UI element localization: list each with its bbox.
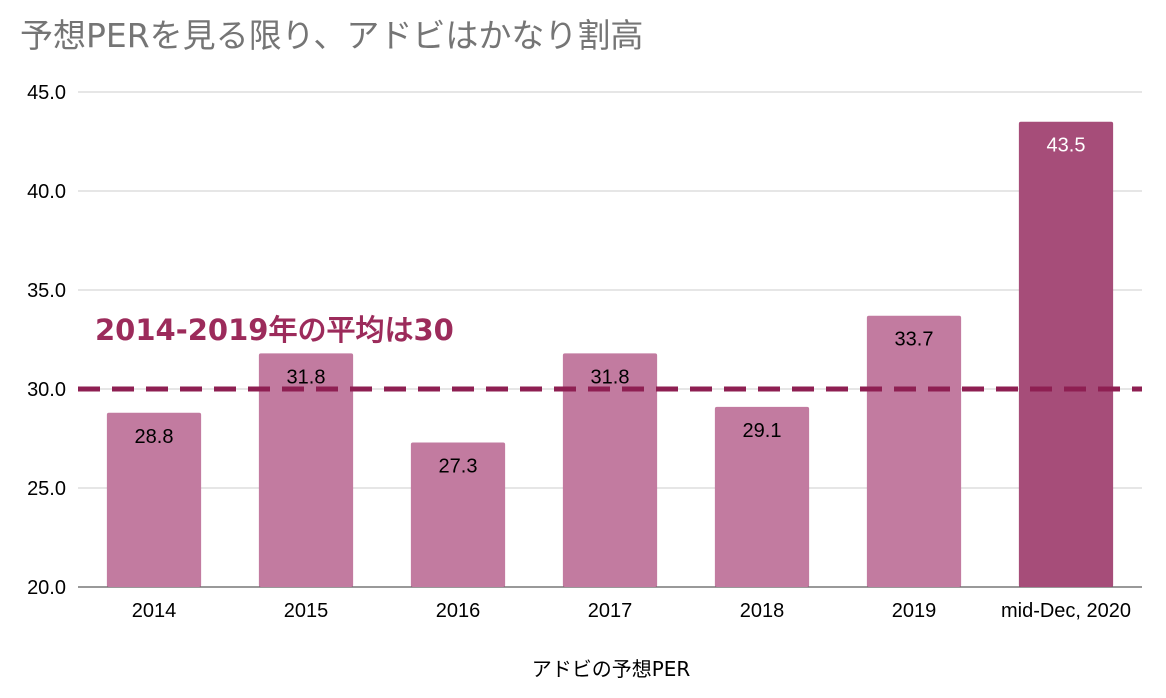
- y-tick-label: 35.0: [27, 280, 66, 302]
- bars: [106, 121, 1114, 587]
- bar-value-label: 33.7: [895, 329, 934, 351]
- x-axis-title: アドビの予想PER: [532, 657, 691, 681]
- x-category-label: 2015: [284, 600, 329, 622]
- x-category-label: 2016: [436, 600, 481, 622]
- bar-value-labels: 28.8 31.8 27.3 31.8 29.1 33.7 43.5: [135, 135, 1086, 478]
- bar-2018: [714, 406, 810, 587]
- x-category-label: mid-Dec, 2020: [1001, 600, 1131, 622]
- bar-value-label: 27.3: [439, 455, 478, 477]
- y-tick-label: 45.0: [27, 82, 66, 104]
- y-tick-label: 40.0: [27, 181, 66, 203]
- bar-2014: [106, 412, 202, 587]
- bar-value-label: 28.8: [135, 426, 174, 448]
- x-category-label: 2017: [588, 600, 633, 622]
- x-category-label: 2014: [132, 600, 177, 622]
- average-annotation: 2014-2019年の平均は30: [95, 313, 454, 347]
- y-axis-tick-labels: 20.0 25.0 30.0 35.0 40.0 45.0: [27, 82, 66, 599]
- bar-mid-dec-2020: [1018, 121, 1114, 587]
- y-tick-label: 25.0: [27, 478, 66, 500]
- bar-value-label: 31.8: [591, 366, 630, 388]
- x-axis-category-labels: 2014 2015 2016 2017 2018 2019 mid-Dec, 2020: [132, 600, 1131, 622]
- bar-2019: [866, 315, 962, 587]
- bar-value-label: 43.5: [1047, 135, 1086, 157]
- x-category-label: 2018: [740, 600, 785, 622]
- chart-title: 予想PERを見る限り、アドビはかなり割高: [20, 16, 643, 55]
- bar-2015: [258, 353, 354, 587]
- x-category-label: 2019: [892, 600, 937, 622]
- bar-2017: [562, 353, 658, 587]
- bar-value-label: 31.8: [287, 366, 326, 388]
- y-tick-label: 20.0: [27, 577, 66, 599]
- y-tick-label: 30.0: [27, 379, 66, 401]
- bar-2016: [410, 442, 506, 587]
- bar-value-label: 29.1: [743, 420, 782, 442]
